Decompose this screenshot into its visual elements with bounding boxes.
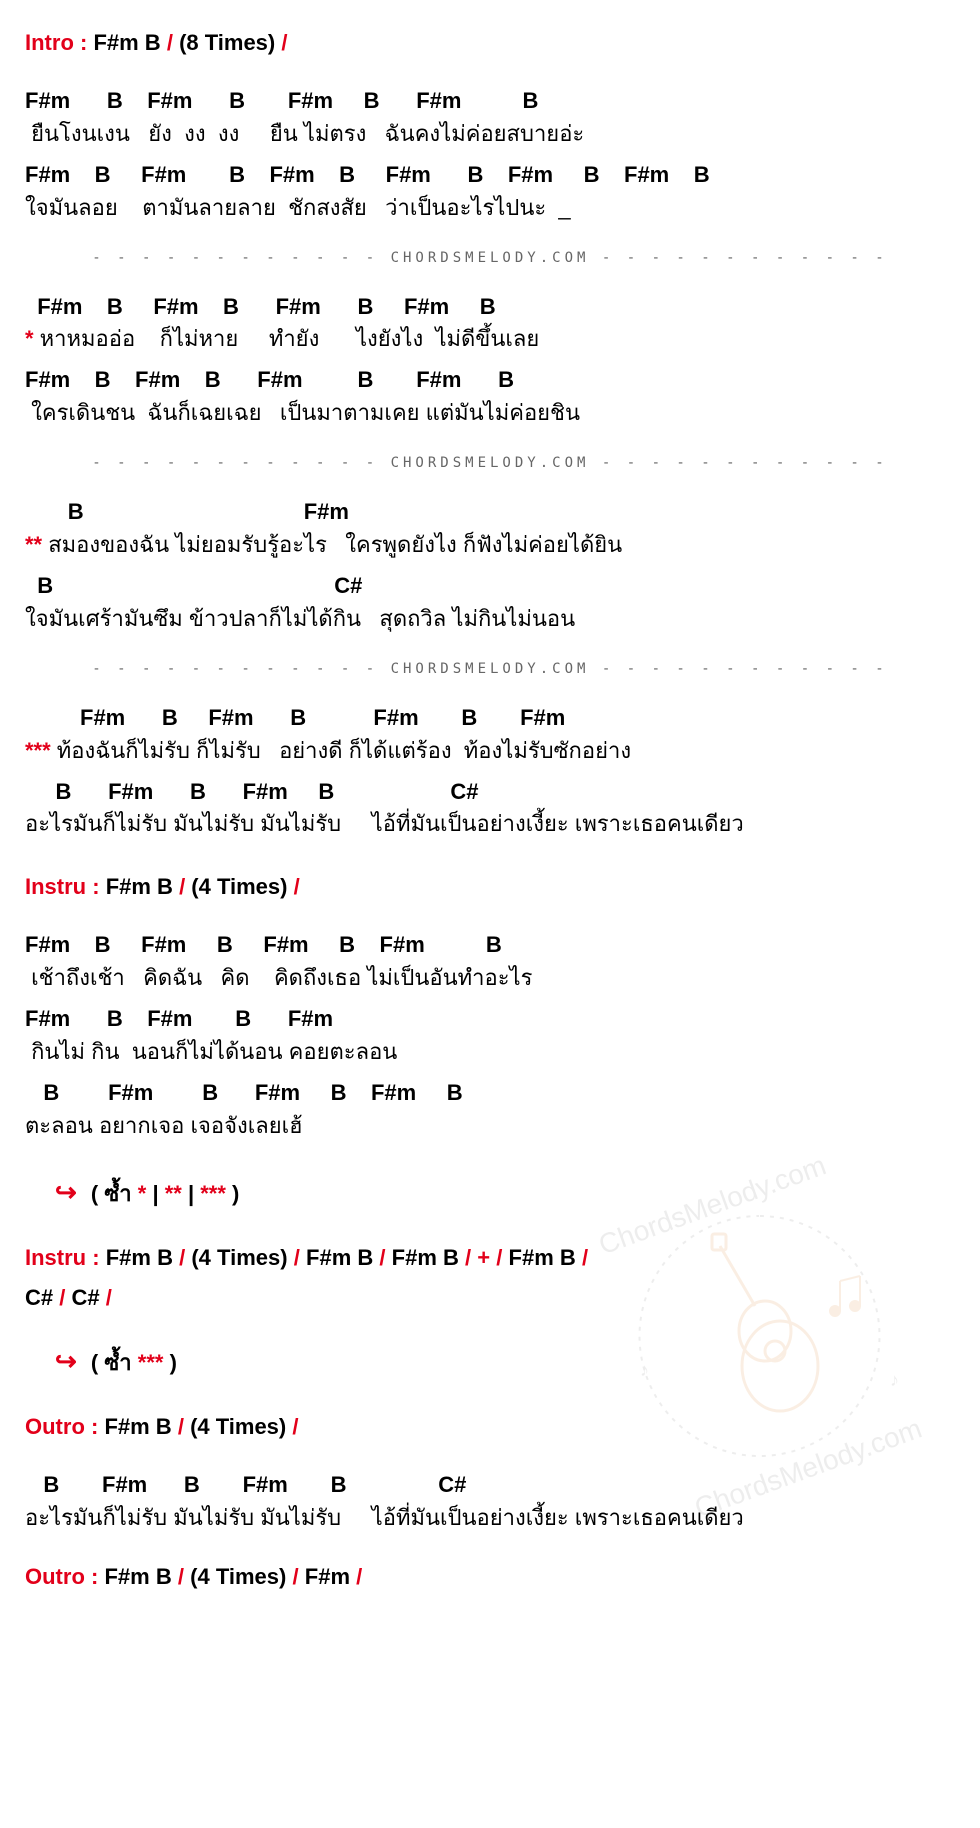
section-divider: - - - - - - - - - - - - CHORDSMELODY.COM… — [25, 250, 955, 266]
outro-2-line: Outro : F#m B / (4 Times) / F#m / — [25, 1564, 955, 1590]
repeat-close: ) — [226, 1181, 239, 1206]
lyric-row: เช้าถึงเช้า คิดฉัน คิด คิดถึงเธอ ไม่เป็น… — [25, 961, 955, 994]
instru-2-line-2: C# / C# / — [25, 1285, 955, 1311]
outro-sequence: F#m B / (4 Times) / F#m / — [104, 1564, 362, 1589]
intro-times: (8 Times) — [179, 30, 275, 55]
outro-verse: B F#m B F#m B C# อะไรมันก็ไม่รับ มันไม่ร… — [25, 1470, 955, 1534]
slash-icon: / — [178, 1414, 190, 1439]
chord-sheet: Intro : F#m B / (8 Times) / F#m B F#m B … — [0, 0, 980, 1636]
outro-1-line: Outro : F#m B / (4 Times) / — [25, 1414, 955, 1440]
star-marker: * — [25, 326, 34, 351]
slash-icon: / — [179, 874, 191, 899]
repeat-open: ( ซ้ำ — [91, 1350, 138, 1375]
chord-row: F#m B F#m B F#m — [25, 1004, 955, 1035]
repeat-open: ( ซ้ำ — [91, 1181, 138, 1206]
lyric-text: ท้องฉันก็ไม่รับ ก็ไม่รับ อย่างดี ก็ได้แต… — [51, 738, 631, 763]
chord-row: F#m B F#m B F#m B F#m B — [25, 292, 955, 323]
lyric-text: หาหมออ่อ ก็ไม่หาย ทำยัง ไงยังไง ไม่ดีขึ้… — [34, 326, 540, 351]
instru-1-line: Instru : F#m B / (4 Times) / — [25, 874, 955, 900]
slash-icon: / — [294, 874, 300, 899]
instru-times: (4 Times) — [191, 874, 287, 899]
outro-label: Outro : — [25, 1414, 98, 1439]
lyric-row: ใจมันเศร้ามันซึม ข้าวปลาก็ไม่ได้กิน สุดถ… — [25, 602, 955, 635]
repeat-close: ) — [163, 1350, 176, 1375]
verse-3: B F#m ** สมองของฉัน ไม่ยอมรับรู้อะไร ใคร… — [25, 497, 955, 635]
chord-row: B F#m — [25, 497, 955, 528]
repeat-arrow-icon: ↪ — [55, 1177, 77, 1207]
chord-row: F#m B F#m B F#m B F#m B — [25, 86, 955, 117]
lyric-text: สมองของฉัน ไม่ยอมรับรู้อะไร ใครพูดยังไง … — [42, 532, 622, 557]
intro-line: Intro : F#m B / (8 Times) / — [25, 30, 955, 56]
slash-icon: / — [292, 1414, 298, 1439]
chord-row: B F#m B F#m B C# — [25, 1470, 955, 1501]
intro-label: Intro : — [25, 30, 87, 55]
section-divider: - - - - - - - - - - - - CHORDSMELODY.COM… — [25, 661, 955, 677]
slash-icon: / — [281, 30, 287, 55]
repeat-sep: | — [146, 1181, 164, 1206]
instru-chords: F#m B — [106, 874, 173, 899]
verse-1: F#m B F#m B F#m B F#m B ยืนโงนเงน ยัง งง… — [25, 86, 955, 224]
instru-sequence-2: C# / C# / — [25, 1285, 112, 1310]
instru-sequence: F#m B / (4 Times) / F#m B / F#m B / + / … — [106, 1245, 588, 1270]
verse-2: F#m B F#m B F#m B F#m B * หาหมออ่อ ก็ไม่… — [25, 292, 955, 430]
chord-row: B F#m B F#m B F#m B — [25, 1078, 955, 1109]
instru-2-line: Instru : F#m B / (4 Times) / F#m B / F#m… — [25, 1245, 955, 1271]
star-marker: *** — [138, 1350, 164, 1375]
star-marker: ** — [165, 1181, 182, 1206]
outro-label: Outro : — [25, 1564, 98, 1589]
verse-4: F#m B F#m B F#m B F#m *** ท้องฉันก็ไม่รั… — [25, 703, 955, 841]
brand-text: CHORDSMELODY.COM — [391, 250, 590, 266]
repeat-1: ↪ ( ซ้ำ * | ** | *** ) — [55, 1176, 955, 1211]
chord-row: F#m B F#m B F#m B F#m B — [25, 365, 955, 396]
lyric-row: อะไรมันก็ไม่รับ มันไม่รับ มันไม่รับ ไอ้ท… — [25, 807, 955, 840]
outro-times: (4 Times) — [190, 1414, 286, 1439]
lyric-row: *** ท้องฉันก็ไม่รับ ก็ไม่รับ อย่างดี ก็ไ… — [25, 734, 955, 767]
star-marker: ** — [25, 532, 42, 557]
chord-row: B C# — [25, 571, 955, 602]
star-marker: *** — [25, 738, 51, 763]
lyric-row: ** สมองของฉัน ไม่ยอมรับรู้อะไร ใครพูดยัง… — [25, 528, 955, 561]
repeat-arrow-icon: ↪ — [55, 1346, 77, 1376]
brand-text: CHORDSMELODY.COM — [391, 661, 590, 677]
chord-row: F#m B F#m B F#m B F#m — [25, 703, 955, 734]
lyric-row: ยืนโงนเงน ยัง งง งง ยืน ไม่ตรง ฉันคงไม่ค… — [25, 117, 955, 150]
slash-icon: / — [167, 30, 179, 55]
lyric-row: ตะลอน อยากเจอ เจอจังเลยเฮ้ — [25, 1109, 955, 1142]
lyric-row: อะไรมันก็ไม่รับ มันไม่รับ มันไม่รับ ไอ้ท… — [25, 1501, 955, 1534]
repeat-sep: | — [182, 1181, 200, 1206]
lyric-row: * หาหมออ่อ ก็ไม่หาย ทำยัง ไงยังไง ไม่ดีข… — [25, 322, 955, 355]
verse-5: F#m B F#m B F#m B F#m B เช้าถึงเช้า คิดฉ… — [25, 930, 955, 1141]
intro-chords: F#m B — [93, 30, 160, 55]
instru-label: Instru : — [25, 874, 100, 899]
outro-chords: F#m B — [104, 1414, 171, 1439]
chord-row: F#m B F#m B F#m B F#m B — [25, 930, 955, 961]
repeat-2: ↪ ( ซ้ำ *** ) — [55, 1345, 955, 1380]
lyric-row: ใจมันลอย ตามันลายลาย ชักสงสัย ว่าเป็นอะไ… — [25, 191, 955, 224]
instru-label: Instru : — [25, 1245, 100, 1270]
section-divider: - - - - - - - - - - - - CHORDSMELODY.COM… — [25, 455, 955, 471]
star-marker: *** — [200, 1181, 226, 1206]
lyric-row: กินไม่ กิน นอนก็ไม่ได้นอน คอยตะลอน — [25, 1035, 955, 1068]
chord-row: B F#m B F#m B C# — [25, 777, 955, 808]
chord-row: F#m B F#m B F#m B F#m B F#m B F#m B — [25, 160, 955, 191]
brand-text: CHORDSMELODY.COM — [391, 455, 590, 471]
lyric-row: ใครเดินชน ฉันก็เฉยเฉย เป็นมาตามเคย แต่มั… — [25, 396, 955, 429]
